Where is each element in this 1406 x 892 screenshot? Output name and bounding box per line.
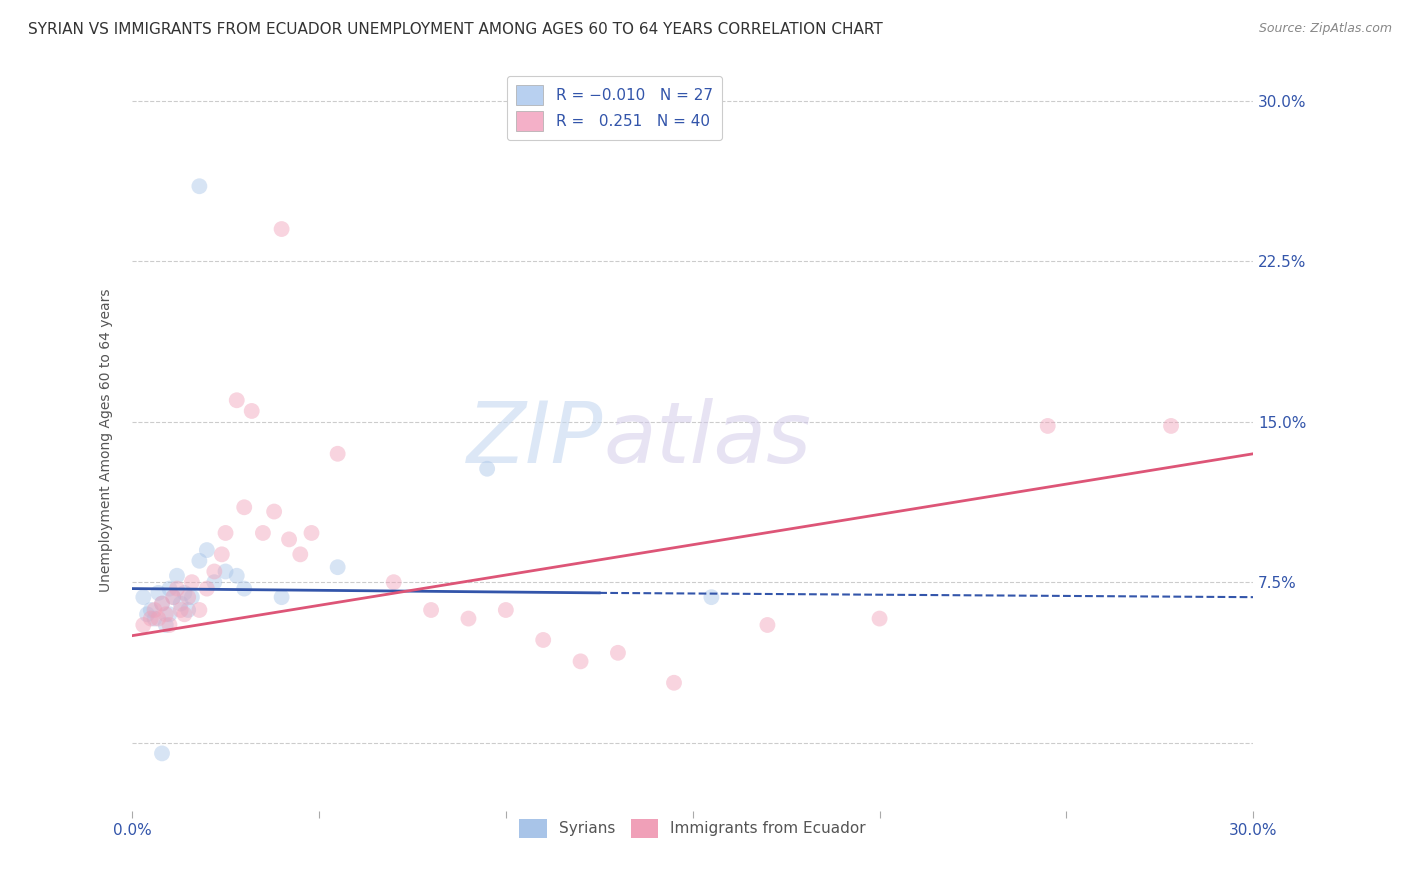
Point: [662, 675, 685, 690]
Point: [869, 611, 891, 625]
Point: [159, 618, 181, 632]
Point: [148, 611, 170, 625]
Point: [225, 393, 247, 408]
Point: [180, 575, 202, 590]
Point: [420, 603, 443, 617]
Point: [457, 611, 479, 625]
Point: [1160, 419, 1182, 434]
Point: [173, 607, 195, 622]
Point: [148, 586, 170, 600]
Point: [263, 504, 285, 518]
Point: [170, 597, 193, 611]
Point: [132, 590, 155, 604]
Text: atlas: atlas: [603, 399, 811, 482]
Legend: Syrians, Immigrants from Ecuador: Syrians, Immigrants from Ecuador: [513, 813, 872, 845]
Point: [150, 597, 173, 611]
Point: [166, 568, 188, 582]
Point: [188, 554, 211, 568]
Point: [170, 603, 193, 617]
Point: [188, 603, 211, 617]
Point: [301, 525, 323, 540]
Point: [1036, 419, 1059, 434]
Point: [143, 611, 166, 625]
Text: Source: ZipAtlas.com: Source: ZipAtlas.com: [1258, 22, 1392, 36]
Point: [177, 603, 200, 617]
Point: [495, 603, 517, 617]
Point: [252, 525, 274, 540]
Point: [270, 590, 292, 604]
Point: [214, 525, 236, 540]
Point: [756, 618, 779, 632]
Point: [270, 222, 292, 236]
Y-axis label: Unemployment Among Ages 60 to 64 years: Unemployment Among Ages 60 to 64 years: [100, 288, 114, 591]
Point: [214, 565, 236, 579]
Point: [233, 500, 256, 515]
Point: [607, 646, 630, 660]
Point: [475, 461, 498, 475]
Point: [569, 654, 592, 668]
Point: [173, 586, 195, 600]
Point: [177, 590, 200, 604]
Point: [211, 547, 233, 561]
Point: [162, 590, 184, 604]
Point: [240, 404, 263, 418]
Point: [326, 560, 349, 574]
Point: [136, 607, 159, 622]
Point: [233, 582, 256, 596]
Text: ZIP: ZIP: [467, 399, 603, 482]
Point: [159, 607, 181, 622]
Point: [326, 447, 349, 461]
Point: [202, 575, 225, 590]
Point: [159, 582, 181, 596]
Point: [290, 547, 312, 561]
Point: [188, 179, 211, 194]
Point: [700, 590, 723, 604]
Point: [143, 603, 166, 617]
Point: [150, 747, 173, 761]
Point: [139, 611, 162, 625]
Point: [195, 543, 218, 558]
Point: [278, 533, 301, 547]
Point: [180, 590, 202, 604]
Point: [132, 618, 155, 632]
Point: [139, 603, 162, 617]
Point: [162, 590, 184, 604]
Point: [166, 582, 188, 596]
Point: [225, 568, 247, 582]
Text: SYRIAN VS IMMIGRANTS FROM ECUADOR UNEMPLOYMENT AMONG AGES 60 TO 64 YEARS CORRELA: SYRIAN VS IMMIGRANTS FROM ECUADOR UNEMPL…: [28, 22, 883, 37]
Point: [155, 607, 177, 622]
Point: [531, 632, 554, 647]
Point: [155, 618, 177, 632]
Point: [382, 575, 405, 590]
Point: [195, 582, 218, 596]
Point: [202, 565, 225, 579]
Point: [150, 597, 173, 611]
